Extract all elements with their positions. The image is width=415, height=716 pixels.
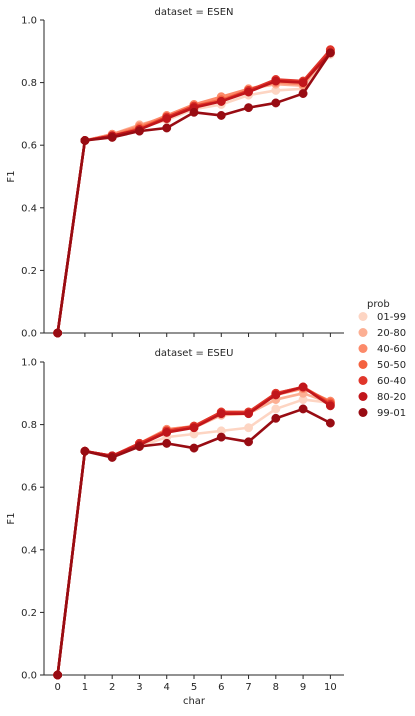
data-point-80-20: [325, 401, 335, 411]
data-point-01-99: [271, 404, 281, 414]
x-tick-label: 4: [164, 682, 170, 693]
legend-label-20-80: 20-80: [377, 328, 406, 339]
y-axis-label: F1: [6, 170, 17, 182]
legend-label-99-01: 99-01: [377, 408, 406, 419]
x-tick-label: 3: [136, 682, 142, 693]
data-point-99-01: [107, 132, 117, 142]
series-line-20-80: [56, 50, 332, 334]
series-line-99-01: [56, 52, 332, 334]
y-tick-label: 0.2: [21, 266, 37, 277]
data-point-99-01: [162, 438, 172, 448]
x-tick-label: 1: [82, 682, 88, 693]
data-point-80-20: [298, 78, 308, 88]
data-point-80-20: [189, 423, 199, 433]
legend-marker-01-99: [358, 312, 368, 321]
legend-marker-99-01: [358, 408, 368, 417]
legend-marker-20-80: [358, 328, 368, 337]
data-point-80-20: [244, 409, 253, 419]
legend-marker-60-40: [358, 376, 368, 385]
y-tick-label: 1.0: [21, 358, 37, 369]
y-tick-label: 0.2: [21, 608, 37, 619]
data-point-99-01: [298, 404, 308, 414]
x-tick-label: 9: [300, 682, 306, 693]
data-point-80-20: [298, 382, 308, 392]
legend-label-50-50: 50-50: [377, 360, 406, 371]
legend-label-01-99: 01-99: [377, 312, 406, 323]
data-point-99-01: [189, 443, 199, 453]
series-line-01-99: [56, 53, 332, 334]
legend-title: prob: [367, 299, 390, 310]
legend-label-40-60: 40-60: [377, 344, 406, 355]
legend-marker-40-60: [358, 344, 368, 353]
x-tick-label: 10: [324, 682, 337, 693]
x-tick-label: 2: [109, 682, 115, 693]
y-tick-label: 0.8: [21, 78, 37, 89]
x-tick-label: 6: [218, 682, 224, 693]
data-point-80-20: [271, 76, 281, 86]
panel-title: dataset = ESEU: [155, 348, 234, 359]
legend-marker-80-20: [358, 392, 368, 401]
data-point-99-01: [271, 98, 281, 108]
y-tick-label: 0.0: [21, 671, 37, 682]
y-tick-label: 0.6: [21, 141, 37, 152]
data-point-99-01: [135, 126, 144, 136]
data-point-01-99: [244, 423, 253, 433]
y-tick-label: 0.6: [21, 483, 37, 494]
series-line-40-60: [56, 48, 332, 334]
data-point-99-01: [244, 103, 253, 113]
legend-marker-50-50: [358, 360, 368, 369]
x-tick-label: 8: [273, 682, 279, 693]
data-point-99-01: [107, 453, 117, 462]
data-point-99-01: [80, 446, 90, 456]
data-point-99-01: [216, 111, 226, 120]
data-point-80-20: [244, 87, 253, 97]
data-point-99-01: [53, 670, 63, 680]
legend-label-60-40: 60-40: [377, 376, 406, 387]
data-point-80-20: [216, 409, 226, 419]
data-point-99-01: [53, 328, 63, 338]
data-point-99-01: [325, 418, 335, 428]
data-point-99-01: [244, 437, 253, 447]
x-tick-label: 7: [245, 682, 251, 693]
data-point-80-20: [216, 96, 226, 106]
series-line-60-40: [56, 48, 332, 334]
data-point-99-01: [80, 136, 90, 145]
data-point-99-01: [135, 442, 144, 451]
y-tick-label: 0.8: [21, 420, 37, 431]
data-point-99-01: [162, 123, 172, 133]
legend-label-80-20: 80-20: [377, 392, 406, 403]
data-point-80-20: [162, 114, 172, 124]
data-point-99-01: [325, 48, 335, 58]
data-point-99-01: [298, 89, 308, 99]
y-tick-label: 0.4: [21, 203, 37, 214]
data-point-80-20: [162, 427, 172, 437]
data-point-99-01: [189, 107, 199, 117]
x-tick-label: 5: [191, 682, 197, 693]
data-point-99-01: [216, 432, 226, 442]
y-axis-label: F1: [6, 512, 17, 524]
y-tick-label: 0.4: [21, 545, 37, 556]
panel-title: dataset = ESEN: [154, 7, 233, 18]
data-point-99-01: [271, 413, 281, 423]
series-line-50-50: [56, 50, 332, 334]
y-tick-label: 0.0: [21, 329, 37, 340]
series-line-80-20: [56, 51, 332, 334]
x-tick-label: 0: [54, 682, 60, 693]
series-line-01-99: [56, 398, 331, 676]
y-tick-label: 1.0: [21, 16, 37, 27]
data-point-80-20: [271, 390, 281, 400]
x-axis-label: char: [183, 696, 206, 707]
